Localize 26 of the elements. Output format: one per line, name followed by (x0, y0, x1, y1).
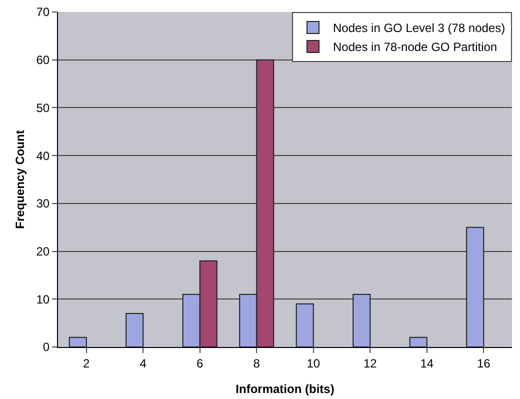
x-tick-label: 12 (363, 356, 378, 370)
y-tick-label: 70 (36, 5, 50, 20)
y-tick-label: 40 (36, 148, 50, 163)
x-tick-label: 14 (420, 356, 434, 370)
x-tick-label: 16 (476, 356, 491, 370)
x-tick-label: 8 (253, 356, 260, 370)
bar (352, 294, 371, 347)
y-tick-label: 0 (42, 340, 50, 354)
bar (126, 313, 144, 347)
x-axis-title: Information (bits) (236, 382, 334, 396)
y-tick-label: 50 (36, 100, 50, 115)
bar (409, 336, 428, 347)
x-tick-label: 2 (83, 356, 90, 370)
y-axis-title: Frequency Count (13, 130, 27, 229)
x-tick-label: 4 (140, 356, 147, 370)
y-tick-label: 20 (36, 244, 50, 258)
y-tick-label: 30 (36, 196, 50, 211)
bar (68, 336, 87, 347)
legend-label: Nodes in GO Level 3 (78 nodes) (333, 21, 506, 36)
bar (466, 226, 484, 347)
x-tick-label: 10 (306, 356, 320, 370)
x-tick-label: 6 (196, 356, 204, 370)
y-tick-label: 60 (36, 53, 50, 68)
bar (296, 303, 314, 347)
legend-label: Nodes in 78-node GO Partition (333, 40, 498, 54)
y-tick-label: 10 (36, 292, 50, 306)
